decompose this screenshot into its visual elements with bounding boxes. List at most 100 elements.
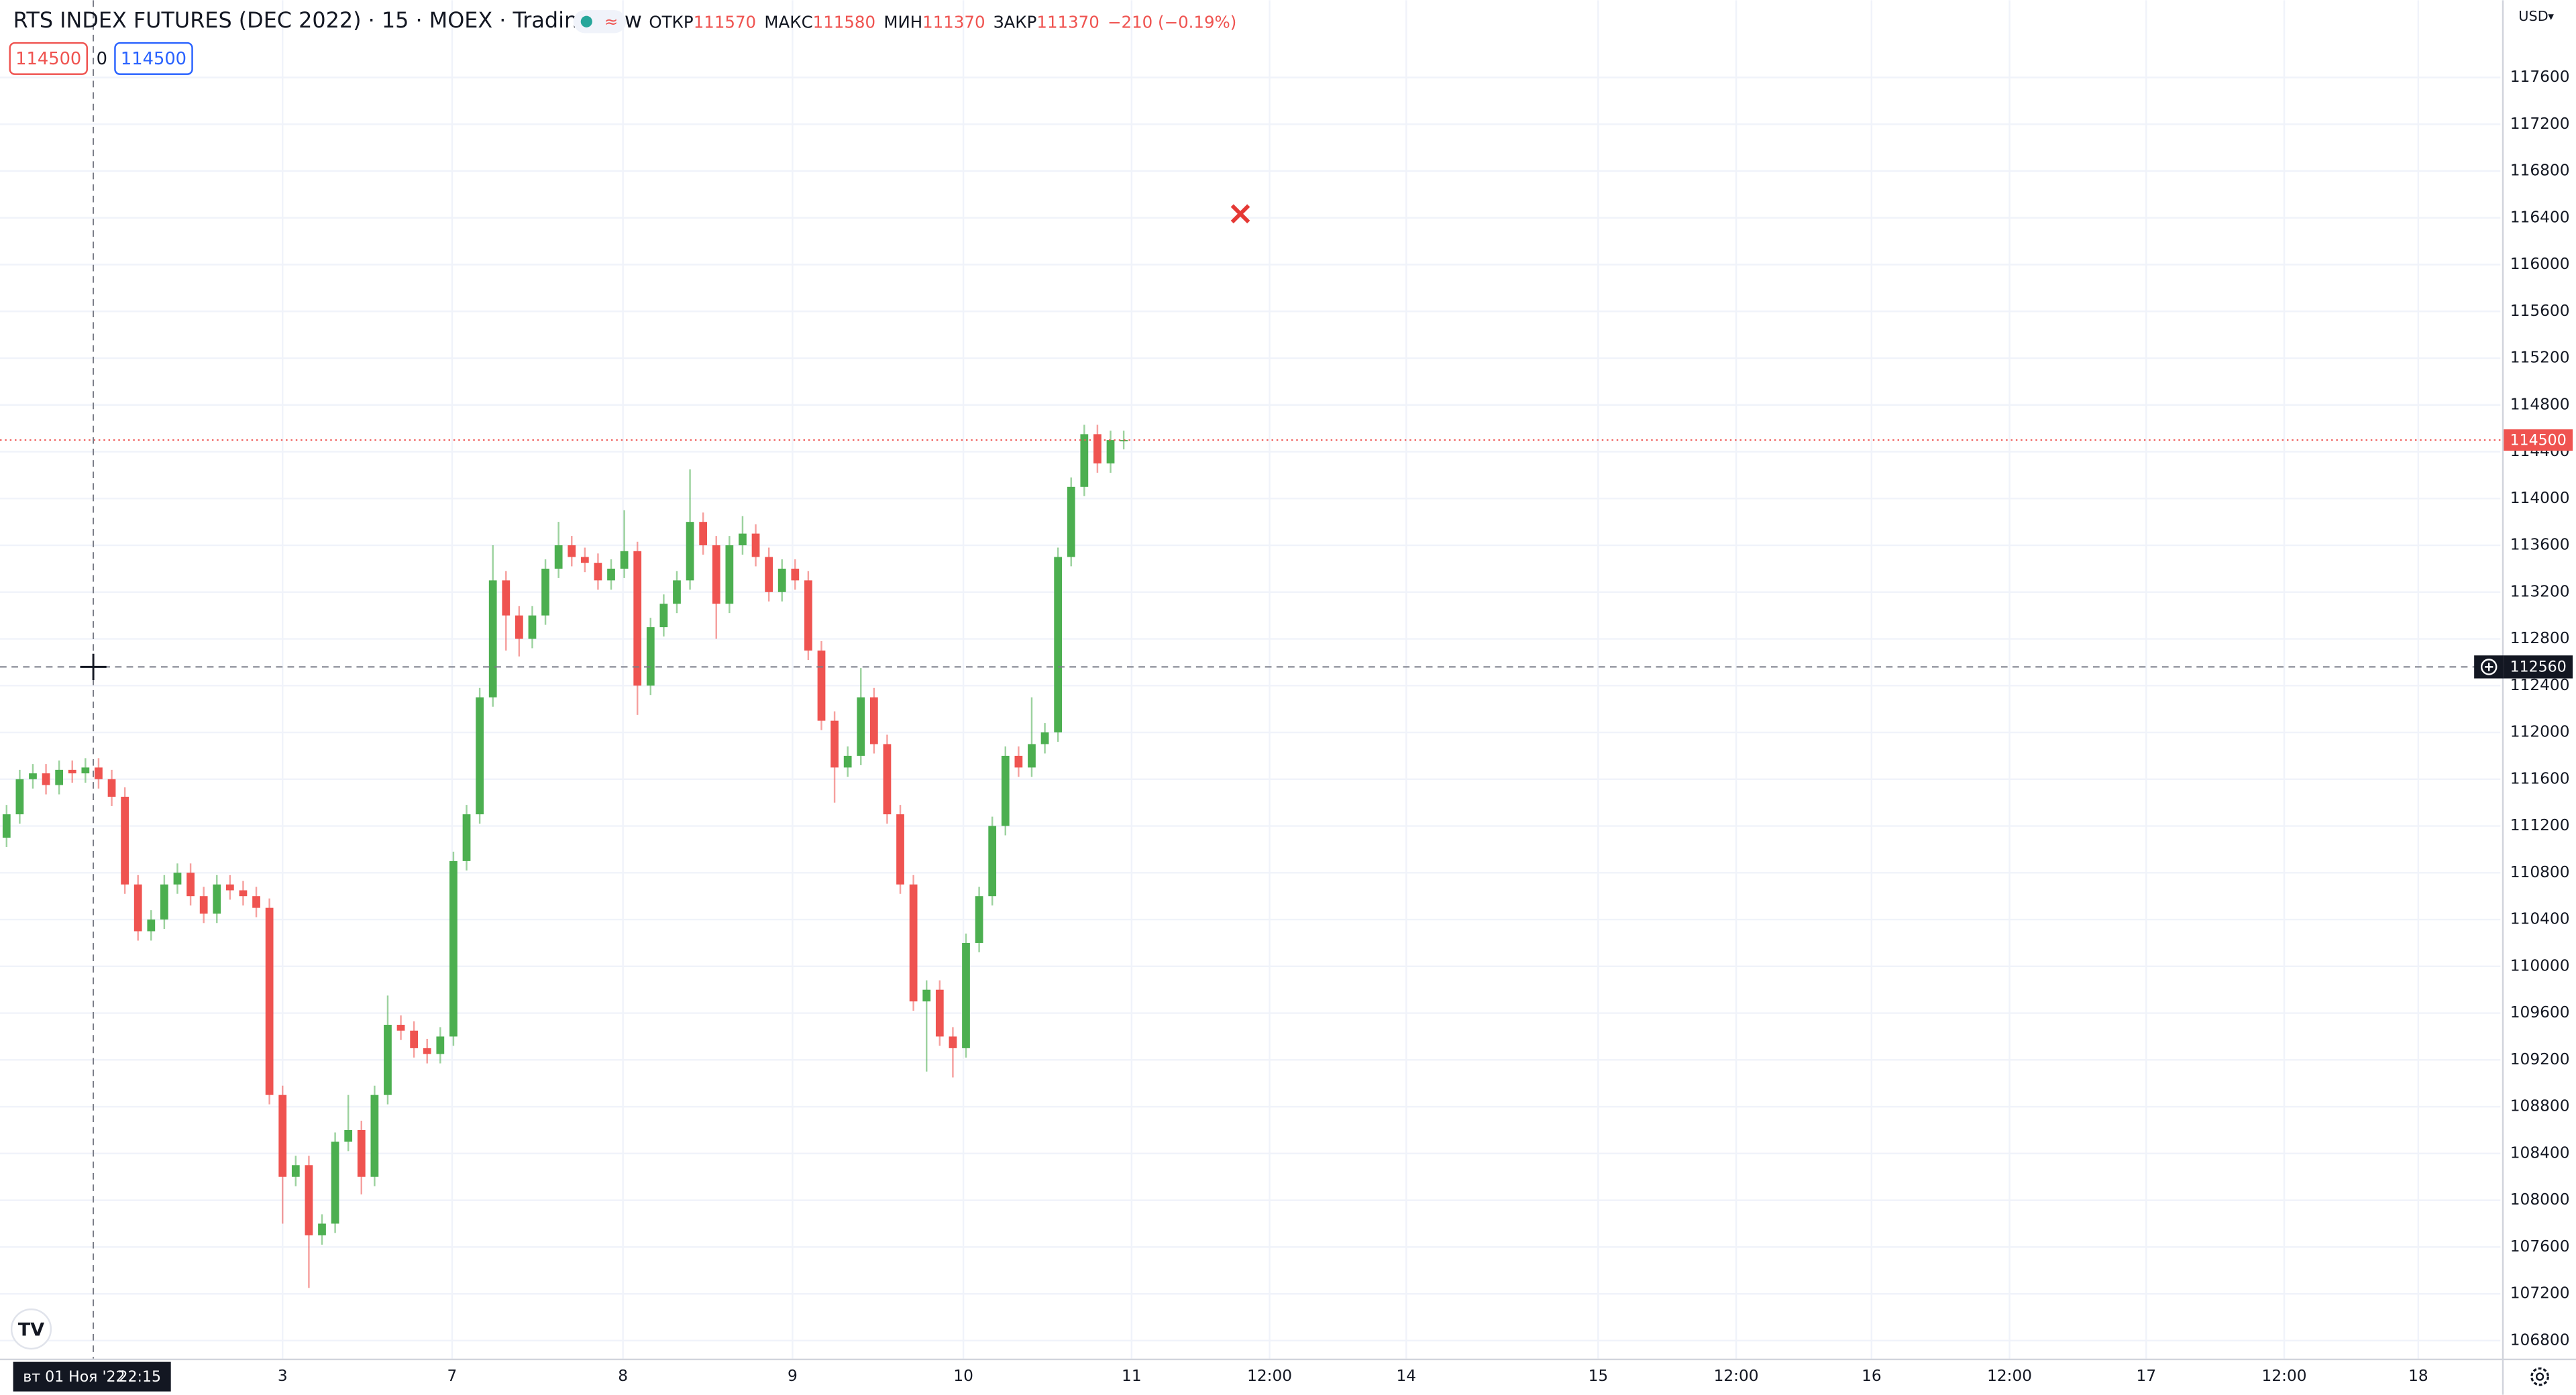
- overlays: [0, 0, 2501, 1359]
- candle-body: [42, 773, 50, 785]
- currency[interactable]: USD: [2518, 8, 2548, 24]
- close-icon[interactable]: [1230, 204, 1250, 224]
- candle-body: [712, 545, 720, 604]
- y-tick-label: 110800: [2510, 863, 2570, 881]
- gear-hub[interactable]: [2536, 1372, 2544, 1381]
- candle-body: [344, 1129, 353, 1142]
- candle-body: [541, 568, 549, 616]
- candle-body: [1014, 755, 1023, 768]
- candle-body: [199, 896, 208, 914]
- candle-body: [186, 873, 195, 897]
- y-tick-label: 112800: [2510, 629, 2570, 647]
- y-tick-label: 107600: [2510, 1237, 2570, 1256]
- candle-body: [739, 533, 747, 546]
- crosshair-price-label: 112560: [2510, 659, 2567, 676]
- settings-icon[interactable]: [2530, 1367, 2549, 1386]
- y-tick-label: 112400: [2510, 676, 2570, 694]
- chart-title: RTS INDEX FUTURES (DEC 2022) · 15 · MOEX…: [13, 7, 642, 33]
- y-tick-label: 111600: [2510, 769, 2570, 787]
- candle-body: [449, 860, 458, 1037]
- gear[interactable]: [2530, 1367, 2549, 1386]
- candle-body: [949, 1036, 957, 1048]
- x-tick-label: 12:00: [1714, 1367, 1759, 1385]
- candle-body: [751, 533, 760, 557]
- logo-mark[interactable]: TV: [18, 1320, 44, 1341]
- candle-body: [81, 767, 90, 774]
- order-badge-box: [114, 42, 193, 75]
- candle-body: [357, 1129, 366, 1177]
- candle-body: [646, 627, 655, 686]
- currency-caret[interactable]: ▾: [2548, 10, 2554, 23]
- candle-body: [95, 767, 103, 779]
- y-tick-label: 116000: [2510, 255, 2570, 273]
- x-tick-label: 8: [618, 1367, 628, 1385]
- candle-body: [1106, 440, 1115, 463]
- candle-body: [502, 580, 511, 616]
- y-tick-label: 109600: [2510, 1003, 2570, 1021]
- candle-body: [620, 551, 629, 569]
- candle-body: [423, 1048, 431, 1054]
- y-tick-label: 115200: [2510, 349, 2570, 367]
- candle-body: [462, 814, 471, 861]
- candle-body: [173, 873, 182, 885]
- candle-body: [594, 563, 602, 581]
- add-alert-icon: [2480, 659, 2498, 675]
- candle-body: [488, 580, 497, 698]
- y-tick-label: 108400: [2510, 1143, 2570, 1162]
- candle-body: [554, 545, 563, 569]
- ohlc-label: МАКС: [764, 13, 812, 32]
- y-tick-label: 110400: [2510, 910, 2570, 928]
- candle-body: [922, 989, 931, 1002]
- candle-body: [843, 755, 852, 768]
- y-tick-label: 117200: [2510, 115, 2570, 133]
- logo-bg[interactable]: [10, 1308, 52, 1350]
- candle-body: [1040, 732, 1049, 744]
- candle-body: [1054, 557, 1063, 733]
- ohlc-value: 111370: [1036, 13, 1099, 32]
- y-tick-label: 111200: [2510, 816, 2570, 834]
- candle-body: [410, 1030, 419, 1048]
- close-icon-stroke[interactable]: [1230, 204, 1250, 224]
- ohlc-value: 111370: [922, 13, 985, 32]
- candle-body: [331, 1141, 339, 1224]
- candle-body: [673, 580, 681, 604]
- tradingview-logo[interactable]: TV: [10, 1308, 52, 1350]
- order-badge: 114500: [15, 49, 81, 69]
- x-tick-label: 16: [1862, 1367, 1882, 1385]
- x-tick-label: 7: [447, 1367, 458, 1385]
- candle-body: [1093, 434, 1102, 463]
- candles: [2, 425, 1128, 1288]
- x-tick-label: 11: [1122, 1367, 1142, 1385]
- market-open-icon: [580, 15, 592, 27]
- grid: [0, 0, 2501, 1359]
- add-alert-plus: [2485, 663, 2493, 671]
- y-tick-label: 113200: [2510, 582, 2570, 600]
- candle-body: [225, 884, 234, 891]
- candle-body: [580, 557, 589, 563]
- candle-body: [988, 826, 997, 897]
- y-tick-label: 110000: [2510, 956, 2570, 974]
- y-tick-label: 116400: [2510, 208, 2570, 226]
- candle-body: [252, 896, 260, 908]
- y-tick-label: 109200: [2510, 1050, 2570, 1068]
- candle-body: [568, 545, 576, 557]
- candle-body: [515, 615, 523, 639]
- candle-body: [909, 884, 918, 1002]
- y-tick-label: 114800: [2510, 395, 2570, 413]
- candle-body: [133, 884, 142, 932]
- y-tick-label: 108800: [2510, 1097, 2570, 1115]
- x-tick-label: 18: [2408, 1367, 2428, 1385]
- x-tick-label: 12:00: [2262, 1367, 2307, 1385]
- candle-body: [396, 1025, 405, 1031]
- candle-body: [213, 884, 221, 914]
- candle-body: [883, 744, 892, 815]
- candle-body: [817, 650, 826, 721]
- ohlc-label: ЗАКР: [994, 13, 1037, 32]
- last-price-label: 114500: [2510, 432, 2567, 449]
- candle-body: [777, 568, 786, 592]
- candle-body: [686, 522, 694, 581]
- ohlc-label: МИН: [883, 13, 922, 32]
- x-tick-label: 12:00: [1987, 1367, 2032, 1385]
